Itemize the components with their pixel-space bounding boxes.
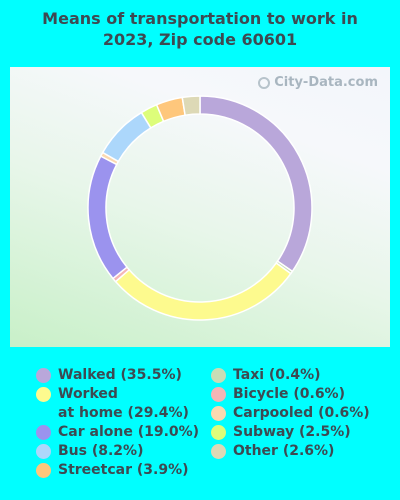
legend-label: Walked (35.5%) (58, 367, 182, 383)
legend-swatch (211, 387, 226, 402)
legend-label: Subway (2.5%) (233, 424, 351, 440)
chart-title: Means of transportation to work in 2023,… (0, 8, 400, 50)
legend-label: Carpooled (0.6%) (233, 405, 370, 421)
magnifier-icon (258, 76, 271, 89)
legend-swatch (211, 368, 226, 383)
legend-item-subway: Subway (2.5%) (211, 423, 370, 442)
slice-worked-at-home (114, 261, 292, 321)
legend-item-taxi: Taxi (0.4%) (211, 366, 370, 385)
legend-label: Bus (8.2%) (58, 443, 144, 459)
legend-item-worked-at-home: Worked at home (29.4%) (36, 385, 199, 423)
legend-label: Other (2.6%) (233, 443, 335, 459)
legend-swatch (211, 444, 226, 459)
legend-label: Worked (58, 386, 118, 402)
legend-swatch (36, 463, 51, 478)
slice-bus (101, 111, 152, 163)
legend-swatch (36, 444, 51, 459)
legend-label: Streetcar (3.9%) (58, 462, 189, 478)
legend-item-streetcar: Streetcar (3.9%) (36, 461, 199, 480)
legend-label: at home (29.4%) (58, 405, 189, 421)
legend-label: Taxi (0.4%) (233, 367, 321, 383)
legend-swatch (36, 387, 51, 402)
watermark: City-Data.com (258, 75, 378, 90)
legend-swatch (36, 368, 51, 383)
plot-area: City-Data.com (10, 67, 390, 347)
legend-item-walked: Walked (35.5%) (36, 366, 199, 385)
legend-item-other: Other (2.6%) (211, 442, 370, 461)
chart-title-line-2: 2023, Zip code 60601 (102, 30, 298, 49)
slice-walked (199, 95, 313, 273)
chart-title-line-1: Means of transportation to work in (42, 9, 358, 28)
legend-item-bicycle: Bicycle (0.6%) (211, 385, 370, 404)
legend-column-right: Taxi (0.4%) Bicycle (0.6%) Carpooled (0.6%… (211, 366, 370, 461)
legend-item-car-alone: Car alone (19.0%) (36, 423, 199, 442)
legend-label: Car alone (19.0%) (58, 424, 200, 440)
donut-chart (87, 95, 313, 321)
legend-column-left: Walked (35.5%) Worked at home (29.4%) Car a… (36, 366, 199, 480)
legend-label: Bicycle (0.6%) (233, 386, 345, 402)
legend-swatch (211, 425, 226, 440)
legend-swatch (36, 425, 51, 440)
legend-item-carpooled: Carpooled (0.6%) (211, 404, 370, 423)
legend-swatch (211, 406, 226, 421)
watermark-text: City-Data.com (274, 75, 378, 90)
legend-item-bus: Bus (8.2%) (36, 442, 199, 461)
slice-car-alone (87, 155, 128, 280)
slice-other (181, 95, 201, 117)
